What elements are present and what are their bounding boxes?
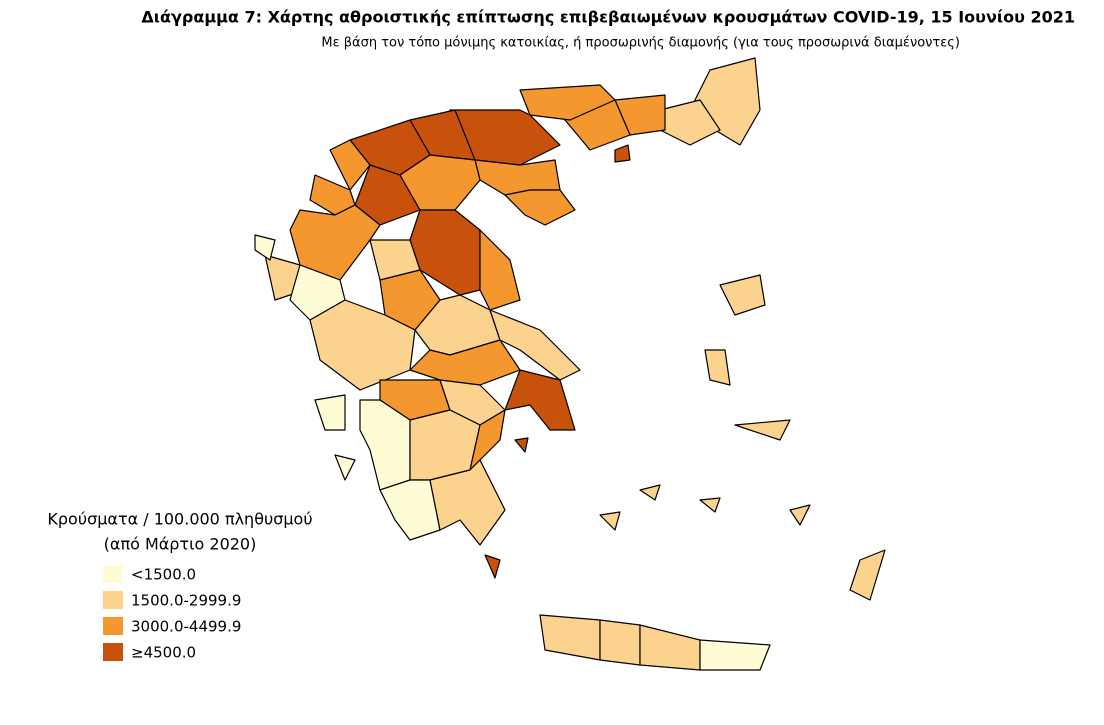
region <box>639 624 701 671</box>
region <box>599 619 641 666</box>
region <box>254 234 276 261</box>
region <box>849 549 886 601</box>
legend-title: Κρούσματα / 100.000 πληθυσμού <box>47 510 312 529</box>
region <box>354 164 421 226</box>
region <box>484 554 501 579</box>
region <box>429 459 506 546</box>
region <box>479 229 521 311</box>
region <box>539 614 601 661</box>
legend-label: ≥4500.0 <box>131 644 196 662</box>
region <box>699 639 771 671</box>
region <box>639 484 661 501</box>
region <box>614 144 631 163</box>
legend-label: 1500.0-2999.9 <box>131 592 241 610</box>
region <box>734 419 791 441</box>
legend-swatch <box>103 565 123 583</box>
region <box>309 299 416 391</box>
region <box>719 274 766 316</box>
region <box>379 479 441 541</box>
region <box>599 511 621 531</box>
subtitle: Με βάση τον τόπο μόνιμης κατοικίας, ή πρ… <box>321 36 960 51</box>
region <box>789 504 811 526</box>
region <box>704 349 731 386</box>
legend-label: <1500.0 <box>131 566 196 584</box>
region <box>504 369 576 431</box>
region <box>334 454 356 481</box>
region <box>519 84 616 121</box>
legend: <1500.0 1500.0-2999.9 3000.0-4499.9 ≥4500.0 <box>103 565 241 662</box>
legend-swatch <box>103 591 123 609</box>
region <box>699 497 721 513</box>
region <box>514 437 529 453</box>
legend-title: (από Μάρτιο 2020) <box>104 535 257 554</box>
title: Διάγραμμα 7: Χάρτης αθροιστικής επίπτωση… <box>141 8 1075 27</box>
region <box>504 189 576 226</box>
region <box>314 394 346 431</box>
legend-swatch <box>103 617 123 635</box>
region <box>469 409 506 471</box>
legend-swatch <box>103 643 123 661</box>
legend-label: 3000.0-4499.9 <box>131 618 241 636</box>
regions <box>254 57 886 671</box>
